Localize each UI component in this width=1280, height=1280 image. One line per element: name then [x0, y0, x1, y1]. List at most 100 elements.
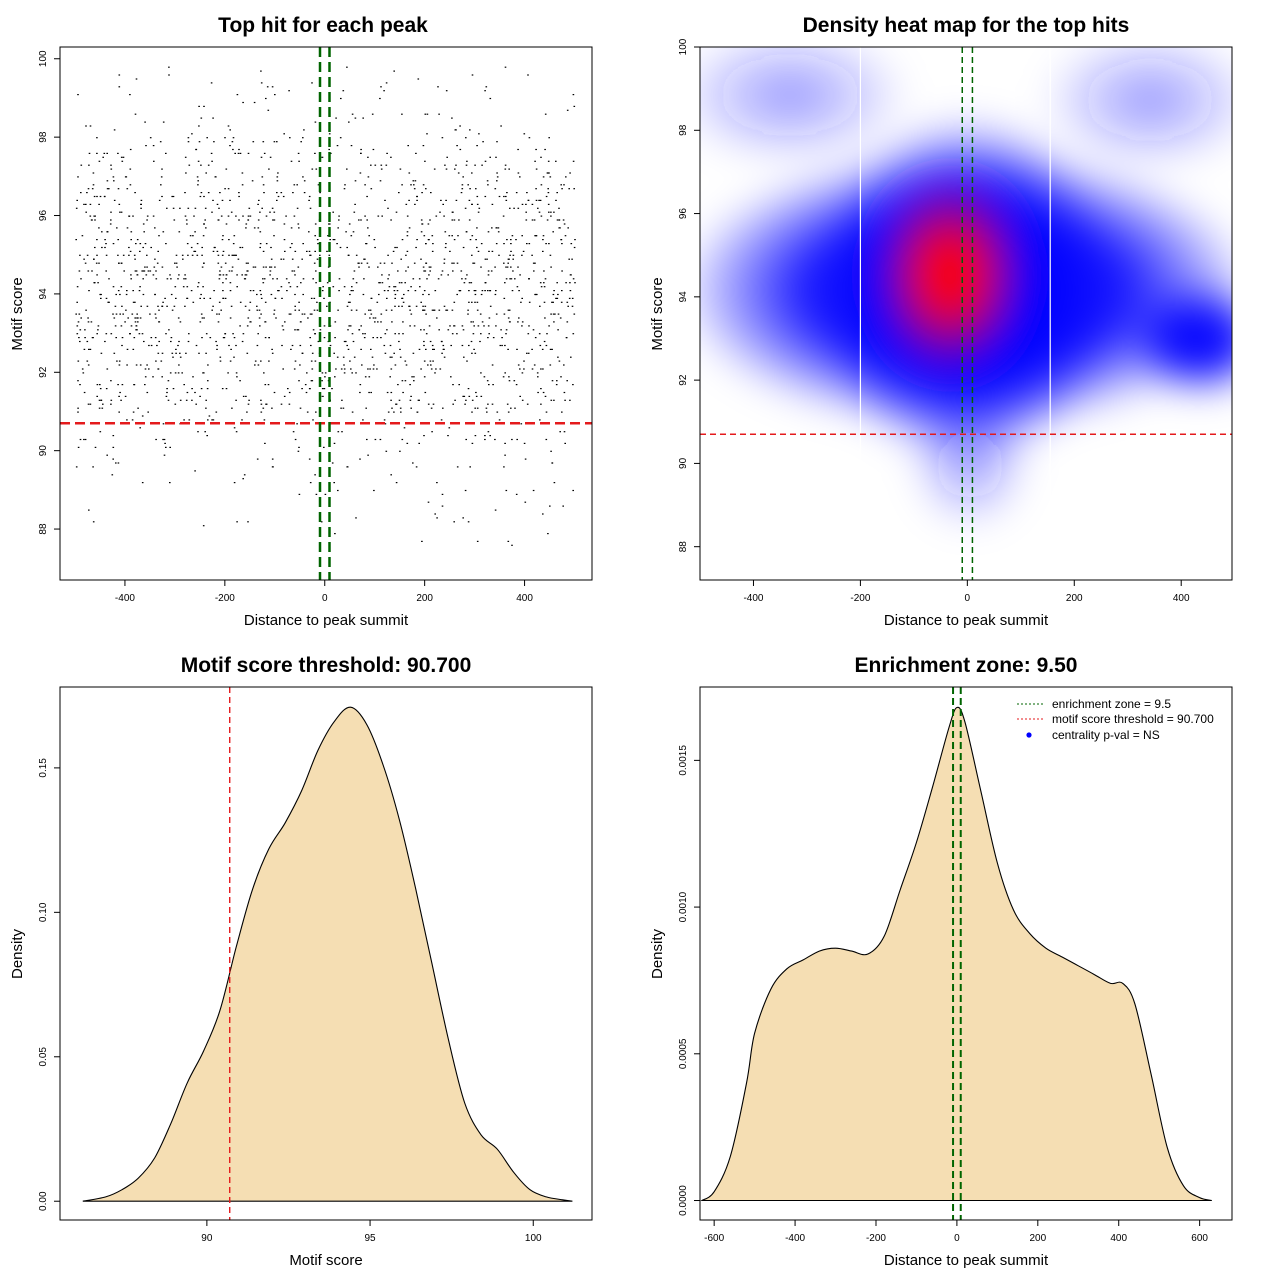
scatter-point — [234, 254, 236, 256]
scatter-point — [501, 344, 503, 347]
scatter-point — [369, 317, 371, 319]
scatter-point — [253, 101, 256, 104]
scatter-point — [297, 223, 300, 225]
scatter-point — [360, 148, 362, 151]
scatter-point — [276, 180, 279, 182]
scatter-point — [252, 141, 255, 143]
scatter-point — [442, 203, 444, 205]
scatter-point — [550, 211, 552, 213]
scatter-point — [216, 203, 219, 205]
scatter-point — [230, 211, 233, 213]
scatter-point — [573, 105, 576, 107]
scatter-point — [355, 282, 358, 284]
scatter-point — [77, 176, 79, 178]
scatter-point — [503, 297, 506, 299]
scatter-point — [407, 145, 409, 147]
scatter-point — [260, 293, 262, 296]
scatter-point — [203, 297, 205, 299]
scatter-point — [172, 388, 175, 390]
scatter-point — [480, 293, 483, 296]
scatter-point — [433, 309, 436, 311]
scatter-point — [136, 274, 139, 276]
scatter-point — [207, 192, 210, 194]
scatter-point — [473, 348, 475, 350]
scatter-point — [268, 168, 270, 170]
scatter-point — [202, 525, 205, 527]
scatter-point — [427, 239, 430, 241]
scatter-point — [247, 403, 250, 405]
scatter-point — [394, 305, 396, 307]
scatter-point — [406, 235, 409, 237]
scatter-point — [528, 278, 530, 280]
scatter-point — [133, 337, 136, 339]
scatter-point — [473, 262, 476, 264]
scatter-point — [471, 254, 473, 256]
scatter-point — [486, 380, 489, 382]
scatter-point — [125, 293, 128, 296]
scatter-point — [104, 246, 106, 249]
scatter-point — [115, 293, 117, 296]
scatter-point — [75, 239, 77, 241]
scatter-point — [283, 395, 286, 397]
scatter-point — [271, 407, 273, 409]
scatter-point — [194, 250, 197, 252]
scatter-point — [442, 407, 444, 409]
scatter-point — [505, 195, 507, 198]
scatter-point — [87, 270, 90, 272]
scatter-point — [456, 293, 458, 296]
scatter-point — [248, 309, 251, 311]
scatter-point — [311, 368, 314, 370]
scatter-point — [472, 321, 474, 323]
scatter-point — [489, 156, 491, 158]
scatter-point — [220, 309, 222, 311]
scatter-point — [366, 262, 369, 264]
scatter-point — [232, 243, 235, 245]
scatter-point — [510, 407, 512, 409]
scatter-point — [140, 199, 143, 201]
scatter-point — [470, 282, 473, 284]
scatter-point — [98, 407, 101, 409]
scatter-point — [154, 337, 157, 339]
scatter-point — [551, 380, 554, 382]
scatter-point — [198, 141, 201, 143]
scatter-point — [112, 458, 114, 460]
scatter-point — [462, 329, 465, 331]
scatter-point — [383, 290, 386, 292]
scatter-point — [202, 235, 205, 237]
scatter-point — [99, 431, 102, 433]
scatter-point — [134, 317, 136, 319]
scatter-point — [213, 141, 215, 143]
scatter-point — [198, 125, 200, 127]
scatter-point — [364, 215, 366, 217]
scatter-point — [225, 274, 228, 276]
scatter-point — [486, 180, 489, 182]
scatter-point — [398, 399, 401, 401]
scatter-point — [239, 301, 242, 303]
scatter-point — [487, 325, 490, 327]
scatter-point — [147, 270, 150, 272]
scatter-point — [126, 188, 129, 190]
scatter-point — [280, 286, 283, 288]
scatter-point — [85, 309, 87, 311]
scatter-point — [379, 97, 381, 100]
scatter-point — [555, 199, 557, 201]
scatter-point — [386, 329, 388, 331]
scatter-point — [370, 297, 373, 299]
scatter-point — [299, 407, 302, 409]
scatter-point — [406, 250, 409, 252]
scatter-point — [86, 254, 89, 256]
scatter-point — [527, 352, 530, 354]
scatter-point — [262, 184, 265, 186]
scatter-point — [359, 458, 361, 460]
scatter-point — [199, 395, 201, 397]
scatter-point — [209, 297, 212, 299]
scatter-point — [380, 337, 382, 339]
scatter-point — [277, 195, 280, 198]
scatter-point — [443, 215, 445, 217]
scatter-point — [509, 278, 511, 280]
scatter-point — [569, 399, 571, 401]
scatter-point — [91, 270, 93, 272]
scatter-point — [169, 482, 171, 484]
scatter-point — [481, 290, 484, 292]
scatter-point — [364, 258, 366, 260]
